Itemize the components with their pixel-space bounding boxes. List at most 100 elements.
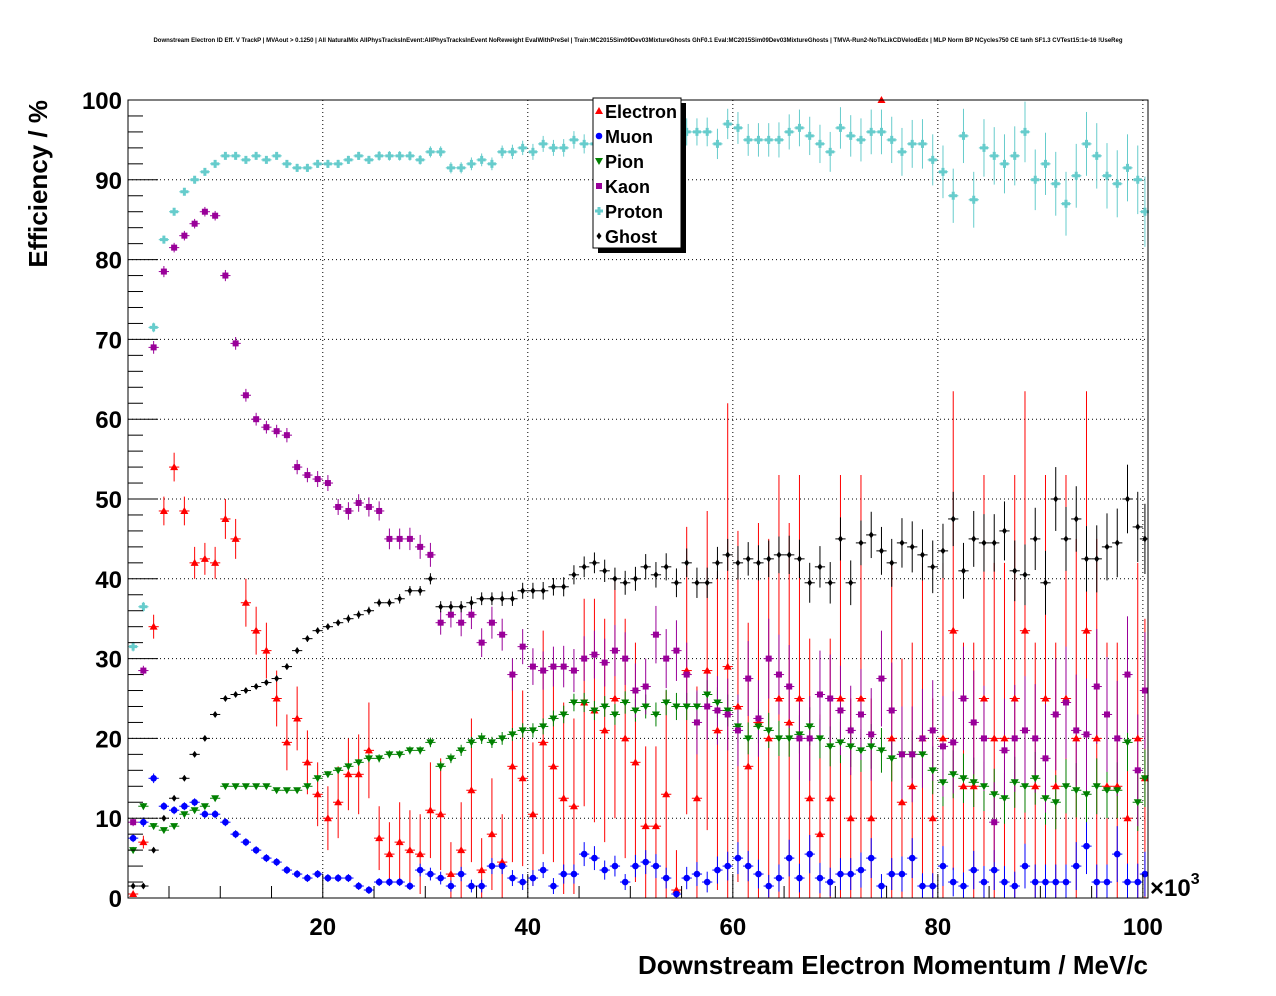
proton-point [1010,151,1019,160]
pion-point [959,775,968,783]
kaon-point [324,480,331,487]
kaon-point [929,727,936,734]
electron-point [692,794,701,802]
muon-point [478,882,485,890]
pion-point [621,699,630,707]
pion-point [159,827,168,835]
muon-point [529,874,537,882]
muon-point [970,866,978,874]
pion-point [754,723,763,731]
ghost-point [335,619,341,627]
ghost-point [1001,527,1007,535]
muon-point [365,886,373,894]
electron-point [416,850,425,858]
pion-point [334,767,343,775]
electron-point [1082,626,1091,634]
proton-point [416,155,425,164]
muon-point [1042,878,1049,886]
kaon-point [837,707,844,714]
kaon-point [263,424,270,431]
pion-point [600,703,609,711]
proton-point [928,155,937,164]
ghost-point [140,882,146,890]
muon-point [806,850,814,858]
kaon-point [816,691,823,698]
ghost-point [612,575,618,583]
electron-point [508,762,517,770]
pion-point [323,771,332,779]
kaon-point [417,543,424,550]
pion-point [938,779,947,787]
muon-point [703,878,711,886]
legend-marker-ghost [596,232,602,240]
kaon-point [939,743,946,750]
electron-point [990,734,999,742]
pion-point [887,755,896,763]
muon-point [775,874,783,882]
muon-point [673,890,680,898]
proton-point [190,175,199,184]
ghost-point [899,539,905,547]
electron-point [938,734,947,742]
muon-point [201,810,209,818]
muon-point [181,802,188,810]
axis-ticks [128,99,1144,899]
pion-point [580,699,589,707]
electron-point [733,702,742,710]
kaon-point [283,432,290,439]
proton-point [805,131,814,140]
muon-point [888,870,896,878]
proton-point [836,123,845,132]
electron-point [354,770,363,778]
proton-point [785,127,794,136]
kaon-point [663,655,670,662]
ghost-point [233,691,239,699]
electron-point [518,774,527,782]
electron-point [600,726,609,734]
electron-point [1031,782,1040,790]
proton-point [1113,179,1122,188]
muon-point [796,874,803,882]
grid-lines [128,100,1148,898]
kaon-point [171,244,178,251]
muon-point [847,870,855,878]
kaon-point [765,655,772,662]
x-tick-label: 80 [924,914,951,941]
ghost-point [161,814,167,822]
ghost-point [1022,571,1028,579]
ghost-point [181,774,187,782]
muon-point [386,878,393,886]
pion-point [1140,775,1149,783]
x-tick-label: 20 [309,914,336,941]
kaon-point [724,711,731,718]
kaon-point [396,535,403,542]
muon-point [355,882,362,890]
pion-point [539,723,548,731]
electron-point [323,814,332,822]
ghost-point [1042,579,1048,587]
ghost-point [1142,535,1148,543]
proton-point [856,135,865,144]
x-axis-multiplier: ×103 [1150,871,1200,902]
electron-point [703,666,712,674]
kaon-point [304,472,311,479]
ghost-point [561,583,567,591]
pion-point [723,707,732,715]
ghost-point [202,734,208,742]
y-tick-label: 40 [95,567,122,594]
ghost-point [253,683,259,691]
data-markers [129,96,1149,898]
proton-point [692,127,701,136]
kaon-point [376,507,383,514]
ghost-point [950,515,956,523]
electron-point [426,806,435,814]
electron-point [293,714,302,722]
muon-point [1001,878,1008,886]
ghost-point [591,559,597,567]
pion-point [631,707,640,715]
proton-point [867,127,876,136]
ghost-point [325,623,331,631]
ghost-point [755,559,761,567]
proton-point [754,135,763,144]
ghost-point [448,603,454,611]
